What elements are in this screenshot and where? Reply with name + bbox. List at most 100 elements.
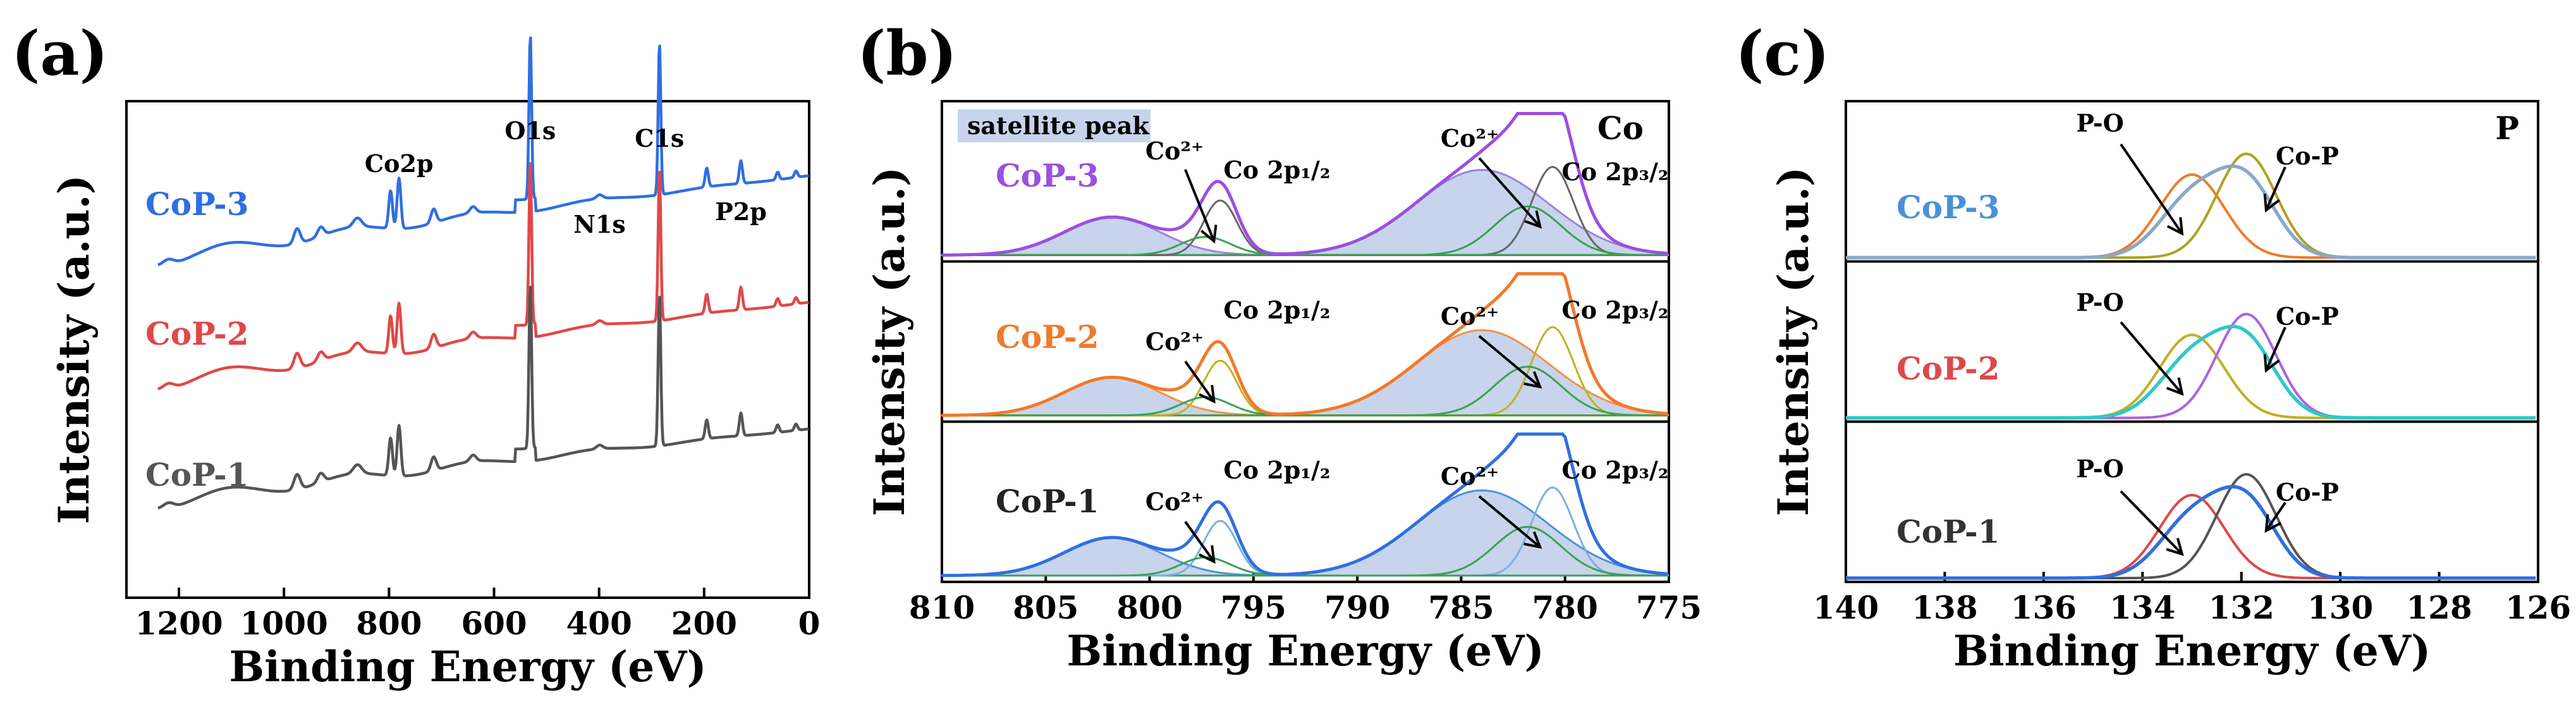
panel-a-peak-label-c1s: C1s <box>635 124 684 152</box>
panel-b-2p32-label: Co 2p₃/₂ <box>1562 295 1669 324</box>
panel-c-tick-label: 130 <box>2307 589 2373 626</box>
panel-c-arrow-cop-shaft <box>2264 166 2286 211</box>
panel-c-cop-label: Co-P <box>2276 302 2339 330</box>
panel-c-arrow-cop-head <box>2264 514 2281 533</box>
panel-b-ion-label-right: Co²⁺ <box>1441 462 1499 491</box>
panel-c-arrow-cop-shaft <box>2264 326 2286 371</box>
panel-b-tick-label: 790 <box>1324 589 1390 626</box>
panel-b-arrow-left-head <box>1199 385 1216 404</box>
panel-a-peak-label-o1s: O1s <box>504 116 556 145</box>
panel-b-component-curve <box>942 235 1668 256</box>
panel-c-xlabel: Binding Energy (eV) <box>1953 626 2431 676</box>
panel-a-peak-label-co2p: Co2p <box>365 149 434 178</box>
panel-b-element-label: Co <box>1597 109 1644 147</box>
panel-b-row-cop-3: CoP-3 Co²⁺ Co 2p₁/₂ Co²⁺ Co 2p₃/₂ <box>941 112 1670 257</box>
panel-b-component-curve <box>942 556 1668 577</box>
panel-a-ylabel: Intensity (a.u.) <box>49 175 99 524</box>
panel-b-ion-label-left: Co²⁺ <box>1145 488 1204 516</box>
panel-b-sample-label: CoP-2 <box>996 318 1099 355</box>
panel-b-tick-label: 800 <box>1116 589 1182 626</box>
panel-b-tick-label: 775 <box>1636 589 1702 626</box>
panel-b-frame <box>941 100 1670 583</box>
panel-b-arrow-left-shaft <box>1184 169 1216 242</box>
panel-b-envelope-cop-3 <box>942 112 1668 257</box>
panel-c-frame <box>1845 100 2539 583</box>
panel-c-po-label: P-O <box>2076 288 2123 316</box>
panel-c-envelope-cop-2 <box>1846 324 2536 420</box>
panel-b-sample-label: CoP-3 <box>996 157 1099 194</box>
panel-b-arrow-left-shaft <box>1184 521 1216 563</box>
panel-c-row-cop-1: CoP-1 P-O Co-P <box>1846 455 2536 580</box>
panel-b-row-cop-2: CoP-2 Co²⁺ Co 2p₁/₂ Co²⁺ Co 2p₃/₂ <box>941 272 1670 417</box>
panel-c-arrow-po-head <box>2166 217 2184 236</box>
panel-b-tick-label: 795 <box>1221 589 1286 626</box>
panel-c-sample-label: CoP-3 <box>1896 188 2000 226</box>
panel-b-arrow-right-head <box>1523 371 1542 389</box>
panel-b-tick-label: 810 <box>909 589 975 626</box>
panel-b-2p12-label: Co 2p₁/₂ <box>1224 156 1331 184</box>
panel-a-peak-label-p2p: P2p <box>715 197 767 226</box>
panel-a-series-cop-3 <box>157 36 810 266</box>
panel-a-series-label: CoP-3 <box>145 185 249 223</box>
panel-c-envelope-cop-1 <box>1846 485 2536 580</box>
panel-b-arrow-right-shaft <box>1478 335 1541 388</box>
panel-c-row-cop-2: CoP-2 P-O Co-P <box>1846 288 2536 420</box>
panel-b-envelope-cop-1 <box>942 432 1668 577</box>
panel-b-arrow-left-head <box>1199 545 1216 564</box>
panel-c-tick-label: 126 <box>2505 589 2571 626</box>
panel-c-ylabel: Intensity (a.u.) <box>1769 167 1818 517</box>
panel-b-ylabel: Intensity (a.u.) <box>865 167 914 517</box>
panel-a-series-cop-1 <box>157 285 810 510</box>
panel-a-tick-label: 0 <box>798 605 821 642</box>
panel-b-arrow-right-head <box>1523 531 1542 549</box>
panel-b-tick-label: 780 <box>1532 589 1598 626</box>
panel-c-tick-label: 140 <box>1813 589 1879 626</box>
panel-a-label: (a) <box>11 18 108 89</box>
panel-b-xlabel: Binding Energy (eV) <box>1066 626 1544 676</box>
panel-a-series-cop-2 <box>157 162 810 391</box>
panel-c-sample-label: CoP-2 <box>1896 350 2000 387</box>
panel-b-ion-label-left: Co²⁺ <box>1145 327 1204 355</box>
panel-b-tick-label: 785 <box>1428 589 1494 626</box>
panel-b-component-curve <box>942 396 1668 417</box>
panel-a-tick-label: 800 <box>356 605 422 642</box>
panel-c-arrow-po-shaft <box>2120 490 2183 555</box>
panel-c-arrow-po-head <box>2166 377 2184 396</box>
panel-a-tick-label: 1200 <box>135 605 223 642</box>
panel-a-peak-label-n1s: N1s <box>573 210 626 238</box>
panel-b-2p12-label: Co 2p₁/₂ <box>1224 456 1331 485</box>
panel-b-sample-label: CoP-1 <box>996 483 1099 520</box>
panel-c-arrow-cop-head <box>2263 354 2280 373</box>
panel-b: (b) 810 805 800 795 790 785 780 775 Binding Energ… <box>857 18 1702 676</box>
panel-b-ion-label-right: Co²⁺ <box>1441 124 1499 152</box>
panel-c-arrow-po-shaft <box>2120 143 2183 235</box>
panel-c-tick-label: 134 <box>2109 589 2175 626</box>
panel-b-label: (b) <box>857 18 957 89</box>
panel-c: (c) 140 138 136 134 132 130 128 126 Binding Energ… <box>1735 18 2571 676</box>
panel-b-arrow-left-shaft <box>1184 361 1216 402</box>
panel-c-label: (c) <box>1735 18 1829 89</box>
panel-c-arrow-cop-shaft <box>2265 502 2286 532</box>
panel-b-ion-label-right: Co²⁺ <box>1441 302 1499 330</box>
panel-a-tick-label: 1000 <box>240 605 328 642</box>
panel-c-po-label: P-O <box>2076 109 2123 137</box>
panel-b-legend-swatch <box>958 109 1151 142</box>
panel-a-series-label: CoP-2 <box>145 315 249 352</box>
panel-b-arrow-right-shaft <box>1478 495 1541 548</box>
panel-b-2p12-label: Co 2p₁/₂ <box>1224 295 1331 324</box>
panel-a-frame <box>125 100 810 599</box>
panel-c-row-cop-3: CoP-3 P-O Co-P <box>1846 109 2536 260</box>
panel-b-envelope-cop-2 <box>941 272 1668 417</box>
panel-a-tick-label: 200 <box>671 605 737 642</box>
panel-b-ion-label-left: Co²⁺ <box>1145 137 1204 165</box>
panel-c-cop-label: Co-P <box>2276 142 2339 170</box>
panel-c-arrow-po-shaft <box>2120 321 2183 395</box>
panel-b-2p32-label: Co 2p₃/₂ <box>1562 456 1669 485</box>
panel-b-legend-text: satellite peak <box>967 111 1149 140</box>
panel-c-sample-label: CoP-1 <box>1896 513 2000 550</box>
panel-a-tick-label: 600 <box>461 605 527 642</box>
panel-a-xlabel: Binding Energy (eV) <box>229 642 706 691</box>
panel-c-element-label: P <box>2495 109 2519 147</box>
panel-a-series-label: CoP-1 <box>145 456 249 493</box>
